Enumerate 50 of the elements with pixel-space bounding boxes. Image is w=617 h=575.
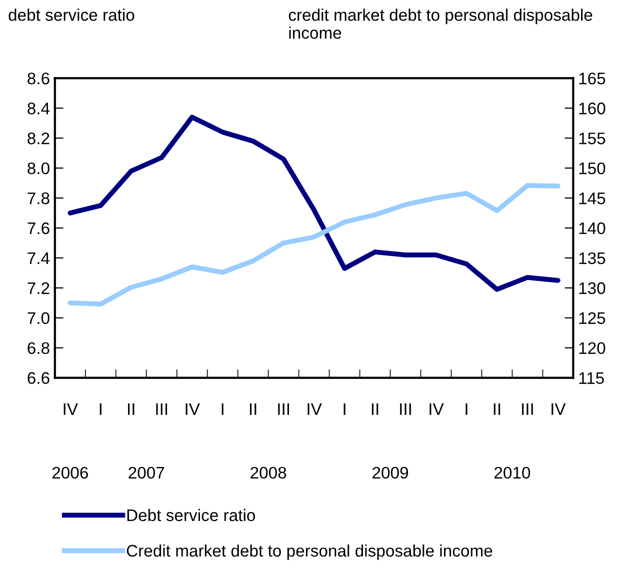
y2-tick-label: 120 [579, 342, 606, 354]
y-tick-label: 6.8 [28, 342, 50, 354]
y2-tick-label: 140 [579, 222, 606, 234]
y-tick-label: 8.6 [28, 72, 50, 84]
y2-tick-label: 165 [579, 72, 606, 84]
text: 2010 [494, 466, 530, 479]
y-tick-label: 8.2 [28, 132, 50, 144]
x-tick-label: II [494, 403, 500, 415]
y2-tick-label: 130 [579, 282, 606, 294]
y-tick-label: 6.6 [28, 372, 50, 384]
y2-tick-label: 155 [579, 132, 606, 144]
x-tick-label: III [400, 403, 411, 415]
x-tick-label: IV [186, 403, 200, 415]
x-tick-label: I [344, 403, 346, 415]
y-tick-label: 7.2 [28, 282, 50, 294]
y2-tick-label: 115 [579, 372, 604, 384]
x-tick-label: III [278, 403, 289, 415]
y-tick-label: 7.4 [28, 252, 50, 264]
x-tick-label: IV [64, 403, 78, 415]
text: 2009 [372, 466, 408, 479]
legend-label: Debt service ratio [127, 508, 256, 522]
x-tick-label: IV [430, 403, 444, 415]
text: 2006 [52, 466, 88, 479]
y-tick-label: 8.4 [28, 102, 50, 114]
line-series [68, 183, 560, 307]
y2-tick-label: 125 [579, 312, 606, 324]
x-tick-label: I [100, 403, 102, 415]
text: 2007 [128, 466, 164, 479]
x-tick-label: III [156, 403, 168, 415]
x-tick-label: I [466, 403, 468, 415]
y2-tick-label: 145 [579, 192, 606, 204]
y-axis-title: debt service ratio [8, 8, 134, 21]
y2-tick-label: 135 [579, 252, 606, 264]
x-tick-label: II [128, 403, 134, 415]
legend-label: Credit market debt to personal disposable income [126, 544, 492, 560]
y-tick-label: 7.0 [28, 312, 50, 324]
text: 2008 [250, 466, 286, 479]
x-tick-label: IV [552, 403, 566, 415]
x-tick-label: II [372, 403, 378, 415]
y2-tick-label: 150 [579, 162, 606, 174]
y-tick-label: 7.8 [28, 192, 50, 204]
x-tick-label: III [522, 403, 533, 415]
y2-tick-label: 160 [579, 102, 606, 114]
line-series [68, 114, 560, 292]
y-tick-label: 8.0 [28, 162, 50, 174]
x-tick-label: I [222, 403, 224, 415]
x-tick-label: IV [308, 403, 322, 415]
y2-axis-title: credit market debt to personal disposable income [288, 8, 592, 39]
y-tick-label: 7.6 [28, 222, 50, 234]
x-tick-label: II [250, 403, 256, 415]
